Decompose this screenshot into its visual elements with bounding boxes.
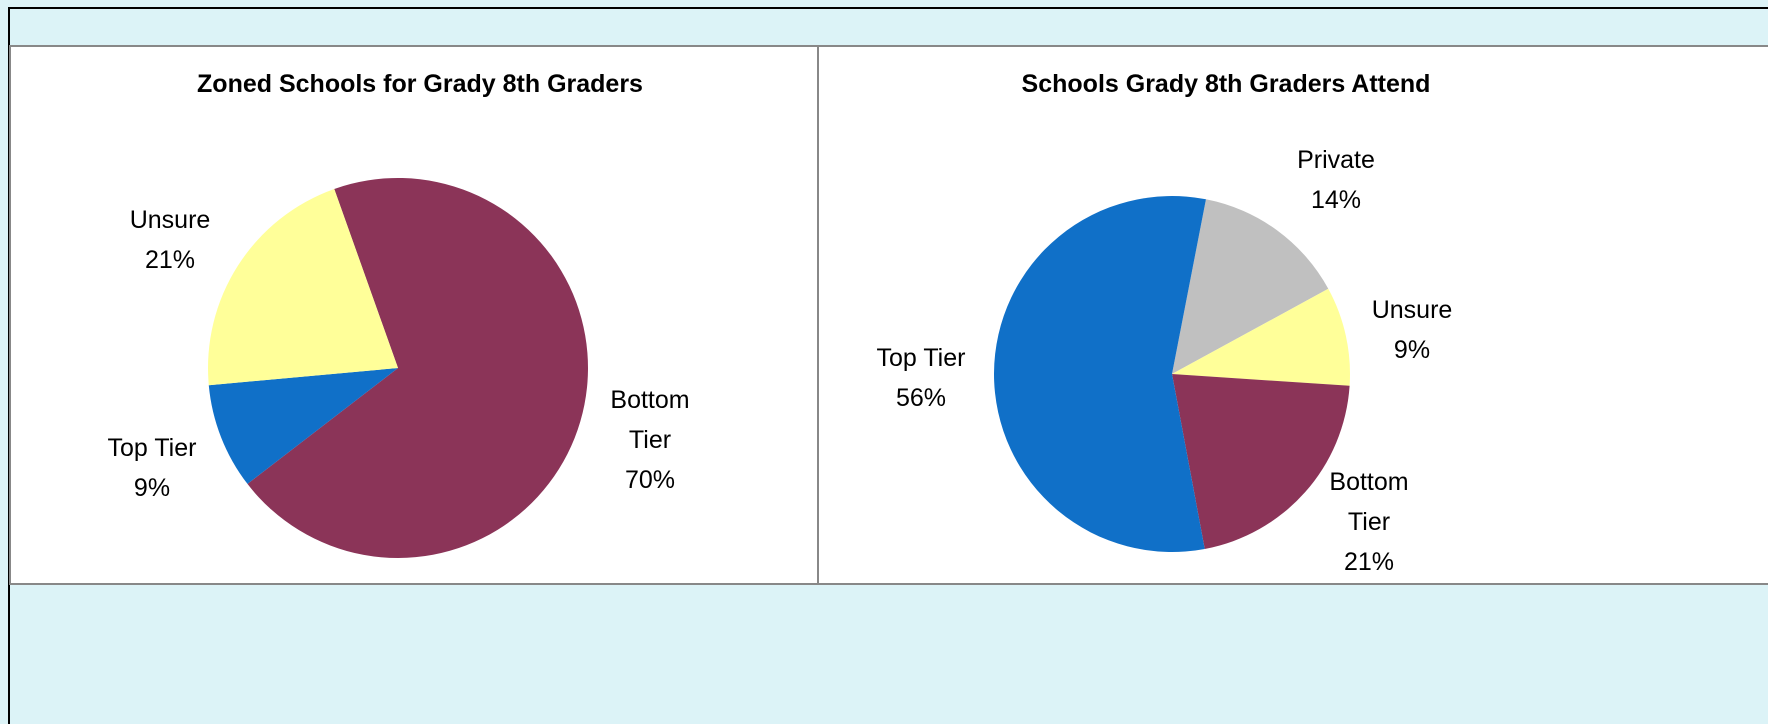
slice-label: Unsure 21%: [100, 200, 240, 280]
value-label: 21%: [1343, 548, 1395, 576]
slice-label: Private 14%: [1266, 140, 1406, 220]
category-label: Bottom Tier: [610, 386, 690, 454]
slice-label: Top Tier 9%: [82, 428, 222, 508]
pie-slice: [1172, 288, 1350, 386]
slice-label: Bottom Tier 70%: [600, 380, 700, 500]
pie-slice: [1172, 374, 1350, 549]
chart-title: Zoned Schools for Grady 8th Graders: [197, 70, 643, 98]
chart-title: Schools Grady 8th Graders Attend: [1021, 70, 1431, 98]
value-label: 9%: [1393, 336, 1431, 364]
pie-slice: [1172, 199, 1329, 374]
pie-slice: [208, 368, 398, 484]
slice-label: Unsure 9%: [1342, 290, 1482, 370]
pie-slice: [208, 189, 398, 386]
value-label: 56%: [895, 384, 947, 412]
value-label: 21%: [144, 246, 196, 274]
category-label: Unsure: [129, 206, 211, 234]
category-label: Top Tier: [107, 434, 197, 462]
slice-label: Top Tier 56%: [851, 338, 991, 418]
pie-slice: [247, 177, 588, 558]
category-label: Bottom Tier: [1329, 468, 1409, 536]
pie-slice: [994, 195, 1206, 552]
value-label: 70%: [624, 466, 676, 494]
slice-label: Bottom Tier 21%: [1319, 462, 1419, 582]
category-label: Private: [1297, 146, 1375, 174]
category-label: Unsure: [1371, 296, 1453, 324]
category-label: Top Tier: [876, 344, 966, 372]
value-label: 14%: [1310, 186, 1362, 214]
value-label: 9%: [133, 474, 171, 502]
